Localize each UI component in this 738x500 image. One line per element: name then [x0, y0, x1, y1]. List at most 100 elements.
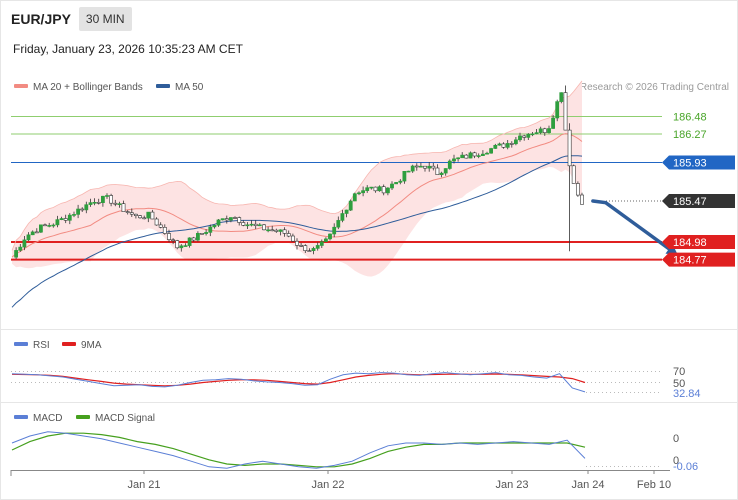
- candle-bullish: [212, 224, 217, 228]
- candle-bearish: [571, 165, 576, 184]
- candle-bullish: [361, 190, 366, 194]
- rsi-tick-50: 50: [673, 378, 685, 390]
- candle-bullish: [59, 218, 64, 221]
- candle-bullish: [485, 152, 489, 155]
- candle-bullish: [406, 170, 411, 173]
- resistance-label-1: 186.27: [673, 129, 707, 141]
- candle-bullish: [245, 224, 250, 227]
- candle-bullish: [410, 165, 415, 172]
- candle-bullish: [439, 172, 444, 176]
- current-price-label: 185.93: [673, 158, 707, 170]
- candle-bullish: [146, 211, 151, 219]
- candle-bullish: [352, 193, 357, 202]
- candle-bearish: [299, 245, 304, 247]
- candle-bearish: [580, 194, 584, 205]
- candle-bullish: [456, 157, 461, 160]
- timeframe-badge[interactable]: 30 MIN: [78, 7, 132, 31]
- candle-bearish: [158, 224, 163, 228]
- ma20-line: [11, 133, 583, 258]
- candle-bullish: [315, 245, 320, 249]
- research-credit: Research © 2026 Trading Central: [580, 82, 729, 93]
- candle-bullish: [538, 128, 543, 133]
- candle-bearish: [575, 183, 580, 196]
- rsi-lines: [11, 372, 586, 393]
- candle-bullish: [204, 232, 209, 234]
- rsi-tick-70: 70: [673, 366, 685, 378]
- x-tick-label: Jan 23: [495, 479, 528, 491]
- candle-bullish: [398, 180, 403, 183]
- candle-bullish: [555, 101, 560, 119]
- moving-averages: [11, 80, 583, 308]
- current-price-tag: [662, 155, 735, 170]
- candle-bullish: [179, 245, 184, 249]
- x-tick-label: Jan 24: [571, 479, 604, 491]
- candle-bearish: [290, 235, 295, 242]
- candle-bullish: [278, 229, 283, 232]
- candle-bullish: [105, 195, 109, 197]
- ma20-legend-swatch: [14, 84, 28, 88]
- candle-bearish: [138, 215, 142, 219]
- candle-bullish: [311, 248, 316, 251]
- candle-bearish: [270, 229, 275, 232]
- candle-bullish: [328, 233, 332, 240]
- currency-pair-title: EUR/JPY: [11, 11, 71, 27]
- candle-bullish: [76, 208, 81, 215]
- candle-bullish: [443, 168, 448, 174]
- timestamp: Friday, January 23, 2026 10:35:23 AM CET: [13, 42, 243, 56]
- target-price-label: 185.47: [673, 196, 707, 208]
- resistance-label-0: 186.48: [673, 112, 707, 124]
- candle-bearish: [414, 165, 419, 168]
- forecast-arrow: [591, 199, 678, 256]
- candle-bearish: [381, 186, 386, 194]
- rsi-ma-legend-swatch: [62, 342, 76, 346]
- candle-bearish: [253, 223, 258, 226]
- candle-bullish: [14, 250, 19, 258]
- candle-bullish: [38, 224, 43, 233]
- candle-bullish: [526, 133, 531, 138]
- candle-bullish: [84, 204, 89, 211]
- candle-bearish: [522, 135, 527, 138]
- x-tick-label: Jan 21: [127, 479, 160, 491]
- candle-bearish: [373, 186, 378, 192]
- macd-last-value: -0.06: [673, 461, 698, 473]
- candle-bearish: [274, 229, 279, 232]
- price-level-labels: 186.48 186.27 185.93 185.47 184.98 184.77: [662, 112, 735, 267]
- candlesticks: [14, 85, 584, 259]
- candle-bullish: [208, 226, 213, 233]
- candle-bullish: [101, 195, 105, 203]
- candle-bullish: [344, 209, 349, 214]
- ma50-line: [11, 155, 583, 308]
- candle-bullish: [427, 165, 432, 169]
- candle-bullish: [196, 233, 200, 241]
- rsi-ma-line: [11, 373, 586, 387]
- candle-bullish: [390, 183, 394, 189]
- candle-bullish: [493, 145, 498, 149]
- price-levels: [11, 116, 662, 261]
- bollinger-band-area: [12, 80, 582, 277]
- candle-bearish: [134, 213, 138, 216]
- rsi-last-value: 32.84: [673, 388, 701, 400]
- candle-bearish: [431, 165, 436, 169]
- candle-bullish: [530, 133, 535, 136]
- candle-bullish: [67, 214, 72, 221]
- main-legend: MA 20 + Bollinger Bands MA 50: [14, 82, 204, 93]
- candle-bullish: [340, 213, 345, 221]
- candle-bullish: [348, 200, 353, 211]
- support-price-label: 184.77: [673, 255, 707, 267]
- candle-bullish: [249, 223, 254, 226]
- candle-bearish: [129, 212, 134, 215]
- macd-tick-zero-2: 0: [673, 455, 679, 467]
- candle-bullish: [468, 152, 473, 159]
- candle-bullish: [220, 218, 225, 221]
- candle-bullish: [489, 148, 494, 154]
- candle-bullish: [55, 219, 60, 226]
- candle-bullish: [547, 128, 551, 133]
- forecast-arrow-head: [665, 243, 678, 256]
- candle-bullish: [452, 158, 456, 162]
- candle-bullish: [505, 143, 510, 148]
- candle-bearish: [501, 143, 506, 148]
- candle-bullish: [418, 165, 423, 168]
- candle-bearish: [154, 218, 159, 226]
- candle-bullish: [385, 187, 390, 194]
